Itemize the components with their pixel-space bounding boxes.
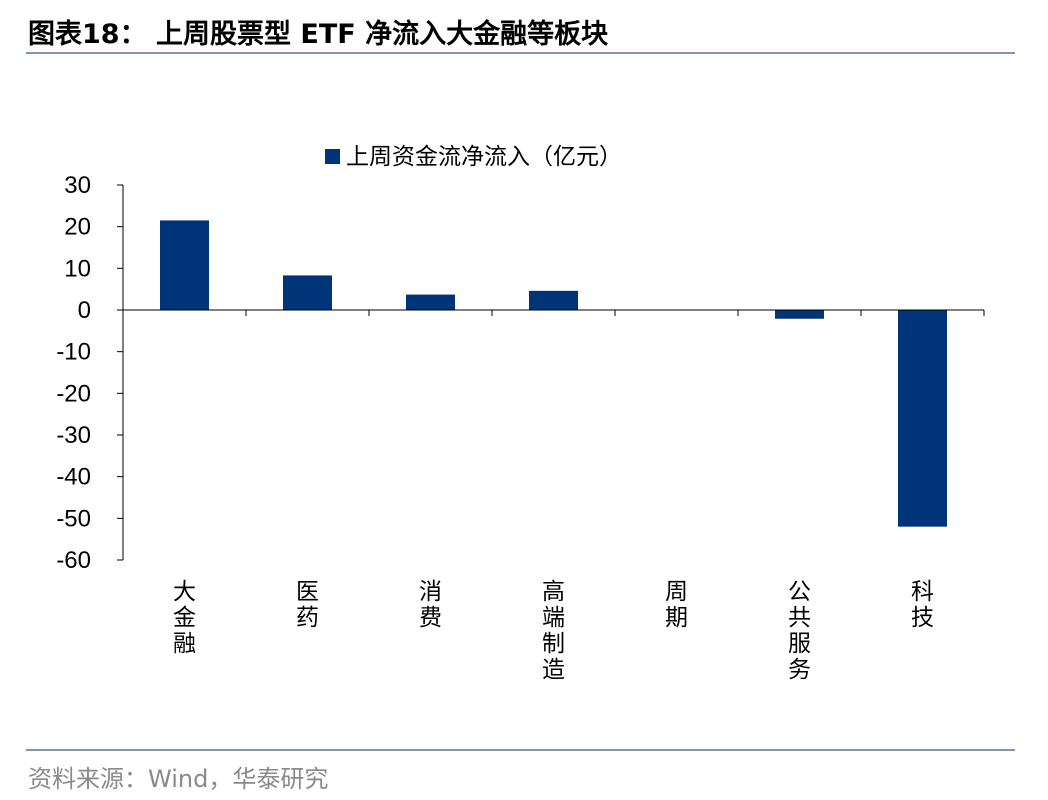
y-tick-label: -10: [56, 339, 91, 366]
y-tick-label: -60: [56, 547, 91, 574]
y-tick-label: -40: [56, 464, 91, 491]
chart-title: 图表18： 上周股票型 ETF 净流入大金融等板块: [28, 19, 609, 50]
category-label: 医药: [296, 579, 319, 631]
bar-chart: 上周资金流净流入（亿元） 30 20 10 0 -10 -20 -30 -40 -50 -60 大…: [56, 144, 985, 683]
y-tick-label: 20: [64, 214, 91, 241]
category-label: 公共服务: [788, 579, 811, 683]
bar-3: [529, 290, 578, 310]
bar-6: [898, 310, 947, 527]
legend-label: 上周资金流净流入（亿元）: [346, 144, 622, 170]
category-label: 科技: [911, 579, 934, 631]
legend-swatch: [325, 149, 340, 164]
category-label: 大金融: [173, 579, 196, 657]
y-tick-label: 30: [64, 172, 91, 199]
y-tick-label: -20: [56, 380, 91, 407]
y-tick-label: -50: [56, 505, 91, 532]
bottom-divider: [26, 749, 1015, 751]
bar-1: [283, 275, 332, 310]
category-label: 高端制造: [542, 579, 565, 683]
top-divider: [26, 52, 1015, 54]
y-tick-label: 10: [64, 255, 91, 282]
y-tick-label: 0: [78, 297, 91, 324]
y-axis: 30 20 10 0 -10 -20 -30 -40 -50 -60: [56, 172, 124, 574]
bars: [160, 220, 947, 527]
y-tick-label: -30: [56, 422, 91, 449]
bar-5: [775, 310, 824, 319]
source-note: 资料来源：Wind，华泰研究: [28, 765, 329, 793]
category-label: 消费: [419, 579, 442, 631]
category-label: 周期: [665, 579, 688, 631]
x-axis: [122, 309, 985, 316]
category-labels: 大金融 医药 消费 高端制造 周期 公共服务 科技: [173, 579, 934, 683]
bar-2: [406, 294, 455, 310]
bar-0: [160, 220, 209, 310]
legend: 上周资金流净流入（亿元）: [325, 144, 622, 170]
